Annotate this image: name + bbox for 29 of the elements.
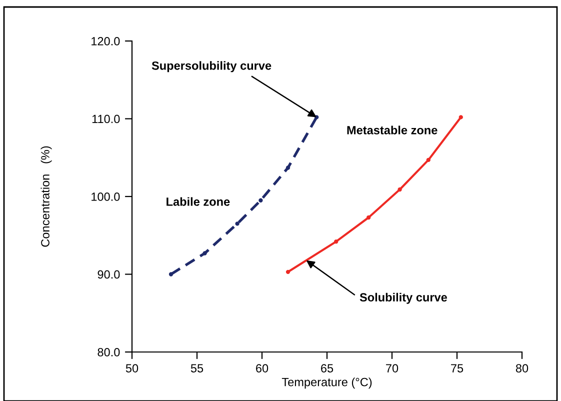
point xyxy=(235,222,240,226)
x-tick-label: 80 xyxy=(516,364,528,372)
x-tick-label: 60 xyxy=(256,364,268,372)
point xyxy=(426,158,430,162)
annotation: Supersolubility curve xyxy=(152,61,272,72)
y-tick-label: 90.0 xyxy=(98,270,120,279)
point xyxy=(366,215,371,220)
x-tick-label: 70 xyxy=(386,364,398,372)
y-tick-label: 120.0 xyxy=(92,37,120,46)
annotation: Labile zone xyxy=(166,197,230,206)
x-tick-label: 55 xyxy=(190,364,204,372)
y-tick-label: 100.0 xyxy=(92,192,120,201)
point xyxy=(398,187,402,192)
y-axis-title: Concentration (%) xyxy=(40,146,52,247)
point xyxy=(334,240,338,244)
point xyxy=(258,198,263,202)
point xyxy=(202,251,207,256)
x-tick-label: 75 xyxy=(451,364,464,372)
point xyxy=(286,166,290,170)
point xyxy=(286,270,290,274)
annotation: Metastable zone xyxy=(347,126,438,134)
y-tick-label: 80.0 xyxy=(98,348,120,356)
point xyxy=(168,272,174,276)
x-tick-label: 50 xyxy=(126,364,138,372)
point xyxy=(458,115,463,120)
x-tick-label: 65 xyxy=(321,364,334,372)
x-axis-title: Temperature (°C) xyxy=(282,378,372,389)
y-tick-label: 110.0 xyxy=(92,114,120,124)
annotation: Solubility curve xyxy=(360,292,448,304)
